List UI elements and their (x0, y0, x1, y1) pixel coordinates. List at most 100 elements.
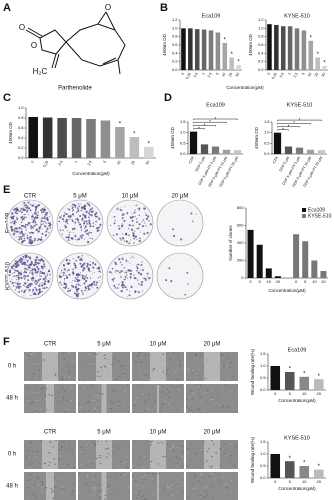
cell-texture (205, 486, 207, 488)
cell-texture (137, 385, 140, 387)
colony (76, 217, 78, 220)
bracket-label: * (293, 120, 295, 125)
colony (61, 233, 63, 235)
cell-texture (139, 491, 141, 493)
colony (114, 286, 117, 289)
colony (91, 286, 93, 288)
cell-texture (177, 482, 180, 484)
cell-texture (159, 361, 162, 363)
colony (35, 212, 37, 215)
colony (15, 221, 17, 223)
cell-texture (59, 474, 61, 476)
colony (35, 223, 38, 226)
cell-texture (51, 394, 53, 396)
colony (40, 224, 43, 226)
colony (78, 221, 80, 224)
colony (70, 231, 72, 233)
cell-texture (112, 390, 114, 392)
cell-texture (29, 402, 32, 404)
colony (61, 272, 63, 274)
colony (88, 221, 90, 224)
cell-texture (151, 406, 154, 408)
colony (75, 274, 78, 277)
cell-texture (40, 487, 43, 489)
colony (63, 279, 66, 281)
cell-texture (89, 363, 91, 365)
y-tick-label: 1.2 (172, 17, 178, 22)
colony (127, 228, 130, 230)
cell-texture (25, 397, 27, 399)
colony (65, 285, 68, 288)
cell-texture (218, 404, 221, 406)
cell-texture (122, 374, 124, 376)
cell-texture (99, 496, 101, 498)
atom-label: O (105, 3, 111, 12)
colony (15, 227, 18, 230)
bar (315, 57, 320, 70)
colony (17, 227, 19, 229)
colony (27, 201, 30, 204)
colony (116, 208, 118, 211)
cell-texture (125, 456, 127, 458)
significance-mark: * (303, 371, 306, 377)
colony (26, 259, 29, 262)
colony (27, 214, 29, 216)
colony (86, 240, 90, 244)
colony (87, 212, 90, 215)
cell-texture (87, 378, 89, 380)
cell-texture (27, 398, 30, 400)
cell-texture (206, 449, 209, 451)
colony (37, 224, 38, 226)
cell-texture (53, 482, 56, 484)
cell-texture (181, 491, 184, 493)
cell-texture (63, 358, 66, 360)
colony (62, 274, 65, 277)
wound-image (132, 352, 184, 381)
cell-texture (45, 487, 48, 489)
cell-texture (211, 398, 213, 400)
y-tick-label: 0.8 (172, 34, 178, 39)
colony (63, 286, 65, 289)
x-tick-label: 1 (74, 160, 78, 164)
colony (72, 285, 75, 288)
cell-texture (215, 441, 217, 443)
cell-texture (167, 367, 169, 369)
colony (25, 256, 28, 258)
x-tick-label: 2.5 (87, 160, 93, 166)
bar (270, 454, 281, 478)
wound-image (186, 472, 238, 500)
colony (125, 261, 127, 263)
cell-texture (109, 484, 111, 486)
colony (130, 285, 133, 288)
column-label: 20 μM (204, 342, 221, 348)
cell-texture (28, 466, 30, 468)
cell-texture (210, 472, 213, 474)
cell-texture (223, 492, 225, 494)
column-label: 5 μM (73, 194, 86, 200)
cell-texture (141, 477, 144, 479)
colony (44, 283, 46, 286)
cell-texture (105, 452, 108, 454)
colony (41, 271, 44, 275)
colony (64, 226, 67, 229)
colony (144, 277, 147, 281)
colony (91, 285, 93, 287)
cell-texture (82, 449, 84, 451)
colony (134, 215, 136, 218)
colony (134, 290, 137, 293)
colony (89, 223, 91, 226)
colony (27, 283, 31, 287)
colony (68, 290, 70, 293)
colony (125, 271, 128, 274)
colony (134, 209, 136, 211)
cell-texture (165, 394, 168, 396)
colony (75, 259, 78, 262)
colony (43, 207, 45, 209)
colony (17, 276, 20, 279)
cell-texture (105, 448, 107, 450)
colony (24, 275, 26, 278)
cell-texture (71, 355, 74, 357)
colony (114, 220, 116, 222)
colony (187, 283, 189, 285)
y-tick-label: 1.5 (260, 351, 266, 356)
